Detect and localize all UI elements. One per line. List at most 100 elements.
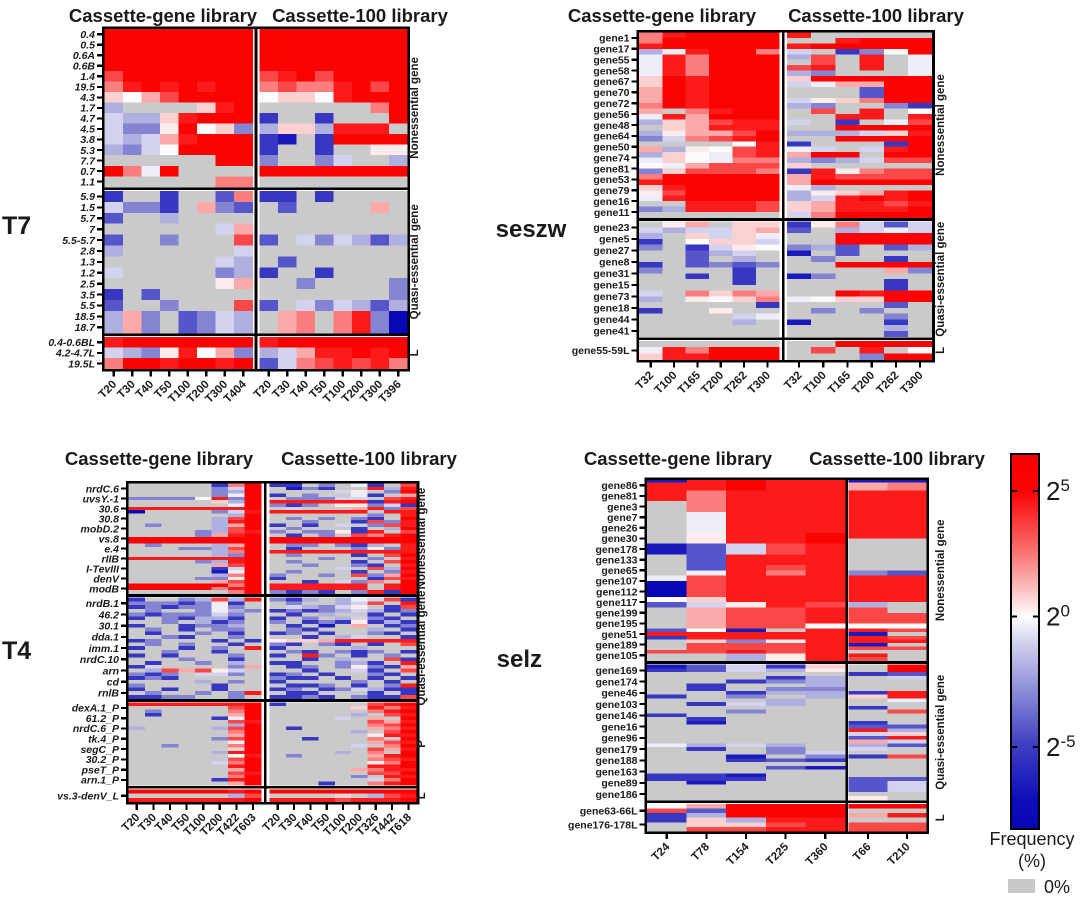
svg-text:T7: T7 [2,212,31,240]
svg-text:denV: denV [93,573,120,585]
svg-text:segC_P: segC_P [80,744,120,756]
svg-text:gene31: gene31 [593,268,629,280]
svg-text:19.5: 19.5 [75,82,96,94]
svg-text:gene73: gene73 [593,291,629,303]
svg-text:5.7: 5.7 [80,213,96,225]
svg-text:gene16: gene16 [593,196,629,208]
svg-text:gene179: gene179 [595,744,637,756]
svg-text:4.7: 4.7 [79,113,96,125]
svg-text:gene67: gene67 [593,76,629,88]
svg-text:1.1: 1.1 [80,176,95,188]
svg-text:T4: T4 [2,637,31,665]
svg-text:Frequency: Frequency [989,829,1074,849]
svg-text:Quasi-essential gene: Quasi-essential gene [409,204,421,319]
svg-text:gene1: gene1 [599,33,630,45]
svg-text:gene8: gene8 [599,257,630,269]
svg-text:gene70: gene70 [593,87,629,99]
svg-text:Nonessential gene: Nonessential gene [935,74,947,176]
svg-text:gene15: gene15 [593,280,629,292]
svg-text:gene16: gene16 [601,721,637,733]
svg-text:gene27: gene27 [593,245,629,257]
svg-text:Cassette-100 library: Cassette-100 library [788,5,965,26]
svg-text:gene105: gene105 [595,650,637,662]
svg-text:0.5: 0.5 [80,40,95,52]
svg-text:18.7: 18.7 [75,322,97,334]
svg-text:1.3: 1.3 [80,257,95,269]
svg-text:gene5: gene5 [599,234,630,246]
svg-text:30.2_P: 30.2_P [86,754,120,766]
svg-text:L: L [416,792,428,799]
svg-text:gene74: gene74 [593,152,629,164]
svg-text:gene96: gene96 [601,733,637,745]
svg-text:gene53: gene53 [593,174,629,186]
svg-text:4.3: 4.3 [79,92,95,104]
svg-text:gene112: gene112 [596,586,638,598]
svg-text:gene79: gene79 [593,185,629,197]
svg-text:Cassette-gene library: Cassette-gene library [584,448,773,469]
svg-text:gene188: gene188 [595,755,637,767]
svg-text:Cassette-100 library: Cassette-100 library [809,448,986,469]
svg-text:0.7: 0.7 [80,166,96,178]
svg-text:0.6B: 0.6B [73,61,96,73]
svg-text:gene169: gene169 [595,665,637,677]
svg-text:gene178: gene178 [595,544,637,556]
svg-text:Nonessential gene: Nonessential gene [416,488,428,590]
svg-text:gene17: gene17 [593,44,629,56]
svg-text:gene117: gene117 [596,597,638,609]
svg-text:5.5: 5.5 [80,300,95,312]
svg-text:gene89: gene89 [601,778,637,790]
svg-text:61.2_P: 61.2_P [86,713,120,725]
svg-text:0.4-0.6BL: 0.4-0.6BL [48,337,95,349]
svg-text:gene55-59L: gene55-59L [572,345,630,357]
svg-text:nrdC.6: nrdC.6 [86,483,119,495]
svg-text:gene11: gene11 [594,207,630,219]
svg-text:gene58: gene58 [593,65,629,77]
svg-text:gene23: gene23 [593,222,629,234]
svg-text:gene146: gene146 [595,710,637,722]
svg-text:gene3: gene3 [607,501,638,513]
svg-text:gene107: gene107 [595,576,637,588]
svg-text:gene41: gene41 [593,326,629,338]
svg-text:5.3: 5.3 [80,145,95,157]
svg-text:gene65: gene65 [601,565,637,577]
svg-text:gene176-178L: gene176-178L [568,819,638,831]
svg-text:gene30: gene30 [601,533,637,545]
svg-text:Quasi-essential gene: Quasi-essential gene [416,591,428,706]
svg-text:arn: arn [103,665,119,677]
svg-text:1.4: 1.4 [80,71,95,83]
svg-text:pseT_P: pseT_P [81,764,120,776]
svg-text:2.8: 2.8 [79,246,95,258]
svg-text:4.2-4.7L: 4.2-4.7L [55,348,95,360]
svg-text:(%): (%) [1018,851,1046,871]
svg-text:Nonessential gene: Nonessential gene [409,57,421,159]
svg-text:0%: 0% [1044,877,1070,897]
svg-text:gene86: gene86 [601,480,637,492]
svg-text:gene195: gene195 [595,618,637,630]
svg-text:vs.3-denV_L: vs.3-denV_L [57,790,119,802]
svg-text:modB: modB [89,583,119,595]
svg-text:dexA.1_P: dexA.1_P [72,703,120,715]
svg-text:gene26: gene26 [601,523,637,535]
svg-text:Cassette-gene library: Cassette-gene library [568,5,757,26]
svg-text:gene18: gene18 [593,303,629,315]
svg-text:I-TevIII: I-TevIII [86,563,120,575]
svg-text:3.8: 3.8 [80,134,95,146]
svg-text:gene186: gene186 [595,789,637,801]
svg-text:nrdC.10: nrdC.10 [80,654,119,666]
svg-text:mobD.2: mobD.2 [80,523,119,535]
svg-text:gene63-66L: gene63-66L [580,806,638,818]
svg-text:Cassette-100 library: Cassette-100 library [272,5,449,26]
svg-text:18.5: 18.5 [75,311,96,323]
svg-text:selz: selz [497,646,542,673]
svg-text:gene56: gene56 [593,109,629,121]
svg-text:gene103: gene103 [595,699,637,711]
svg-text:gene81: gene81 [593,163,629,175]
svg-text:Cassette-100 library: Cassette-100 library [281,448,458,469]
svg-text:Nonessential gene: Nonessential gene [935,519,947,621]
svg-text:imm.1: imm.1 [89,643,120,655]
svg-text:dda.1: dda.1 [92,632,120,644]
svg-text:30.1: 30.1 [99,621,120,633]
svg-text:7: 7 [89,224,96,236]
svg-text:30.8: 30.8 [99,513,120,525]
svg-text:gene81: gene81 [601,491,637,503]
